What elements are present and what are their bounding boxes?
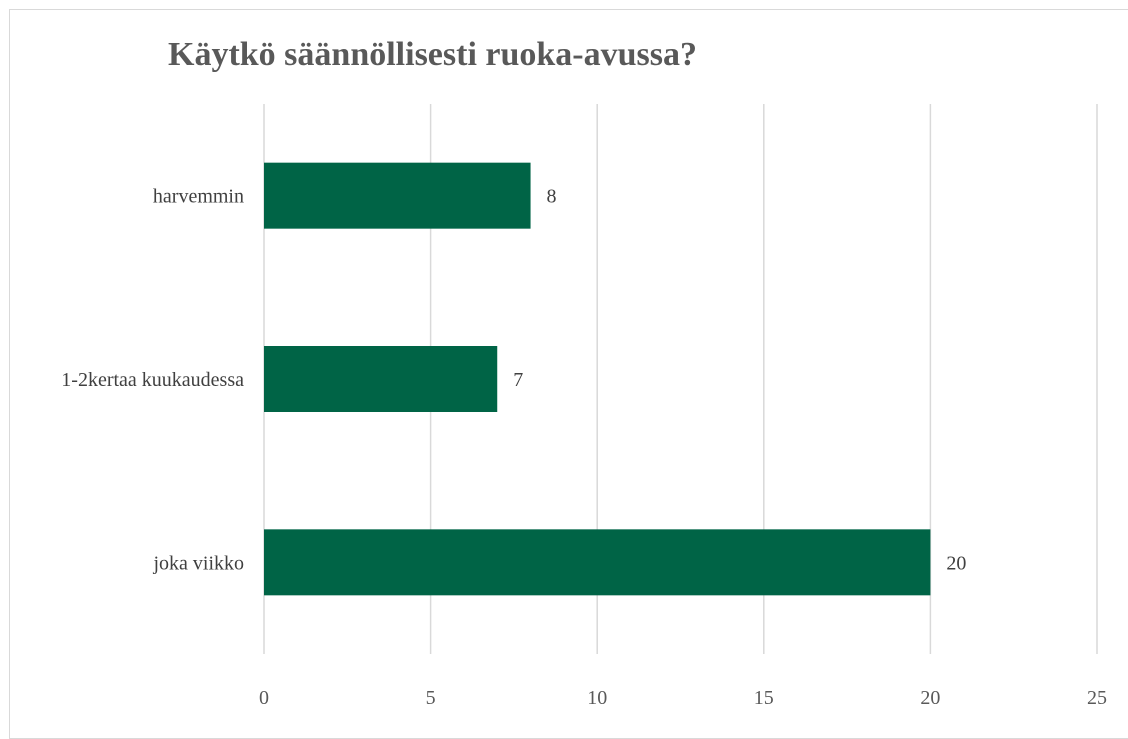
- bar: [264, 162, 531, 229]
- bar-chart: 0 5 10 15 20 25 harvemmin 8 1-2kertaa kuukaudess…: [61, 104, 1107, 709]
- chart-title: Käytkö säännöllisesti ruoka-avussa?: [168, 36, 697, 73]
- bars: [264, 162, 931, 596]
- data-label: 7: [513, 369, 523, 391]
- x-tick-label: 5: [426, 687, 436, 709]
- x-tick-label: 15: [754, 687, 774, 709]
- bar: [264, 529, 931, 596]
- data-label: 20: [946, 552, 966, 574]
- x-tick-label: 20: [920, 687, 940, 709]
- x-tick-label: 10: [587, 687, 607, 709]
- data-label: 8: [547, 186, 557, 208]
- category-label: joka viikko: [152, 552, 244, 574]
- x-tick-label: 25: [1087, 687, 1107, 709]
- category-label: harvemmin: [153, 186, 244, 208]
- bar: [264, 346, 498, 412]
- labels: 0 5 10 15 20 25 harvemmin 8 1-2kertaa kuukaudess…: [61, 186, 1107, 709]
- x-tick-label: 0: [259, 687, 269, 709]
- category-label: 1-2kertaa kuukaudessa: [61, 369, 244, 391]
